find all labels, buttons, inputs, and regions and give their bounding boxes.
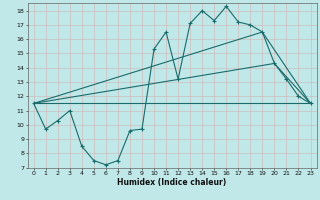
X-axis label: Humidex (Indice chaleur): Humidex (Indice chaleur)	[117, 178, 227, 187]
